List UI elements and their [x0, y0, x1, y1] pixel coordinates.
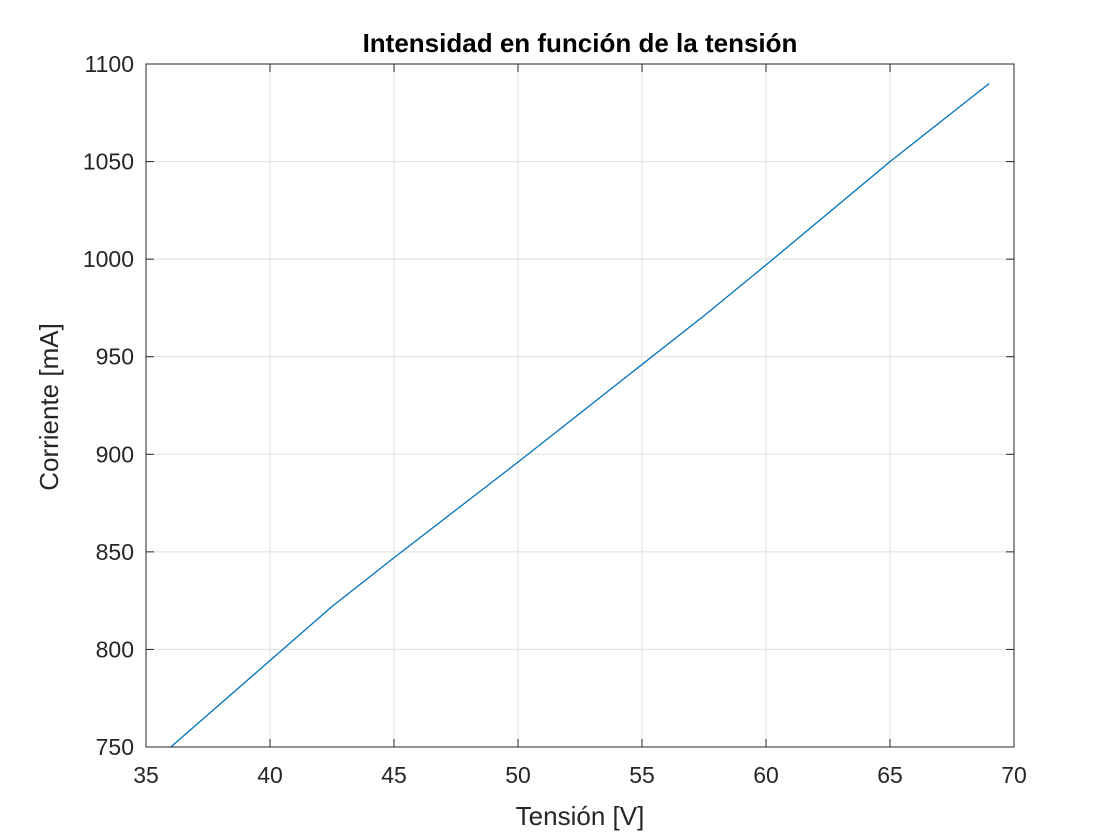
y-tick-label: 900 — [96, 441, 134, 467]
x-tick-label: 65 — [877, 762, 903, 788]
y-tick-label: 1050 — [83, 149, 134, 175]
tick-marks — [145, 63, 1015, 748]
y-tick-label: 800 — [96, 636, 134, 662]
series-layer — [170, 82, 990, 748]
x-tick-labels: 35 40 45 50 55 60 65 70 — [133, 762, 1027, 788]
x-tick-label: 50 — [505, 762, 531, 788]
y-tick-label: 850 — [96, 539, 134, 565]
x-tick-label: 40 — [257, 762, 283, 788]
y-tick-label: 1100 — [85, 51, 134, 77]
x-tick-label: 45 — [381, 762, 407, 788]
x-axis-label: Tensión [V] — [516, 801, 645, 831]
y-tick-label: 1000 — [83, 246, 134, 272]
y-tick-label: 750 — [96, 734, 134, 760]
x-tick-label: 70 — [1001, 762, 1027, 788]
y-tick-labels: 750 800 850 900 950 1000 1050 1100 — [83, 51, 134, 760]
x-tick-label: 55 — [629, 762, 655, 788]
chart-title: Intensidad en función de la tensión — [363, 28, 798, 58]
plot-area — [146, 64, 1014, 747]
axes-box — [145, 63, 1015, 748]
series-line — [170, 82, 990, 748]
x-tick-label: 60 — [753, 762, 779, 788]
y-axis-label: Corriente [mA] — [34, 323, 64, 491]
x-tick-label: 35 — [133, 762, 159, 788]
y-tick-label: 950 — [96, 344, 134, 370]
